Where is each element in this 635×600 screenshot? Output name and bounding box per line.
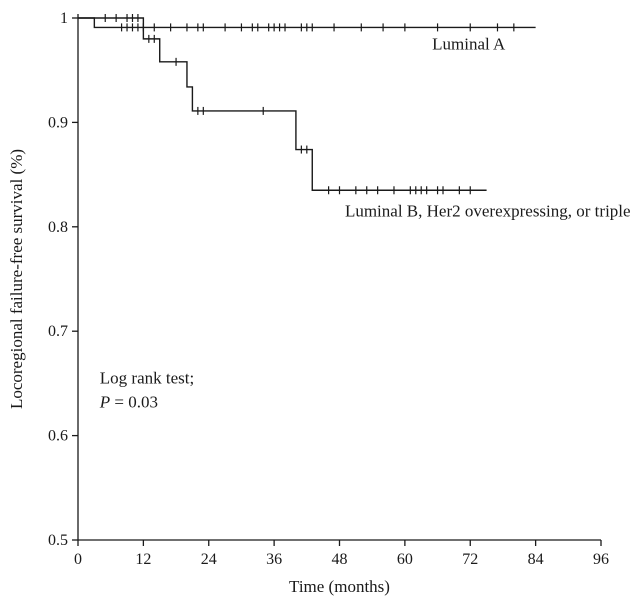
x-tick-label: 60 [397,551,413,568]
axes [77,14,601,541]
y-tick-label: 0.8 [48,219,68,236]
x-tick-label: 72 [462,551,478,568]
y-ticks: 0.5 0.6 0.7 0.8 0.9 1 [48,10,78,549]
x-ticks: 0 12 24 36 48 60 72 84 96 [74,540,609,568]
x-axis-title: Time (months) [289,577,390,596]
p-value: = 0.03 [110,392,158,411]
y-tick-label: 0.6 [48,428,68,445]
survival-curves [78,17,536,191]
y-tick-label: 1 [60,10,68,27]
censor-marks [104,14,515,195]
x-tick-label: 36 [266,551,282,568]
x-tick-label: 0 [74,551,82,568]
x-tick-label: 48 [332,551,348,568]
y-tick-label: 0.5 [48,532,68,549]
series-label-luminal-a: Luminal A [432,34,506,53]
log-rank-test-label: Log rank test; [100,368,194,387]
p-value-label: P = 0.03 [99,392,158,411]
series-label-luminal-b: Luminal B, Her2 overexpressing, or tripl… [345,201,635,220]
p-symbol: P [99,392,110,411]
survival-curve-luminal-b [78,17,487,191]
x-tick-label: 24 [201,551,217,568]
x-tick-label: 84 [528,551,544,568]
y-tick-label: 0.9 [48,114,68,131]
x-tick-label: 12 [135,551,151,568]
x-tick-label: 96 [593,551,609,568]
y-tick-label: 0.7 [48,323,68,340]
y-axis-title: Locoregional failure-free survival (%) [7,149,26,409]
survival-curve-luminal-a [78,17,536,29]
